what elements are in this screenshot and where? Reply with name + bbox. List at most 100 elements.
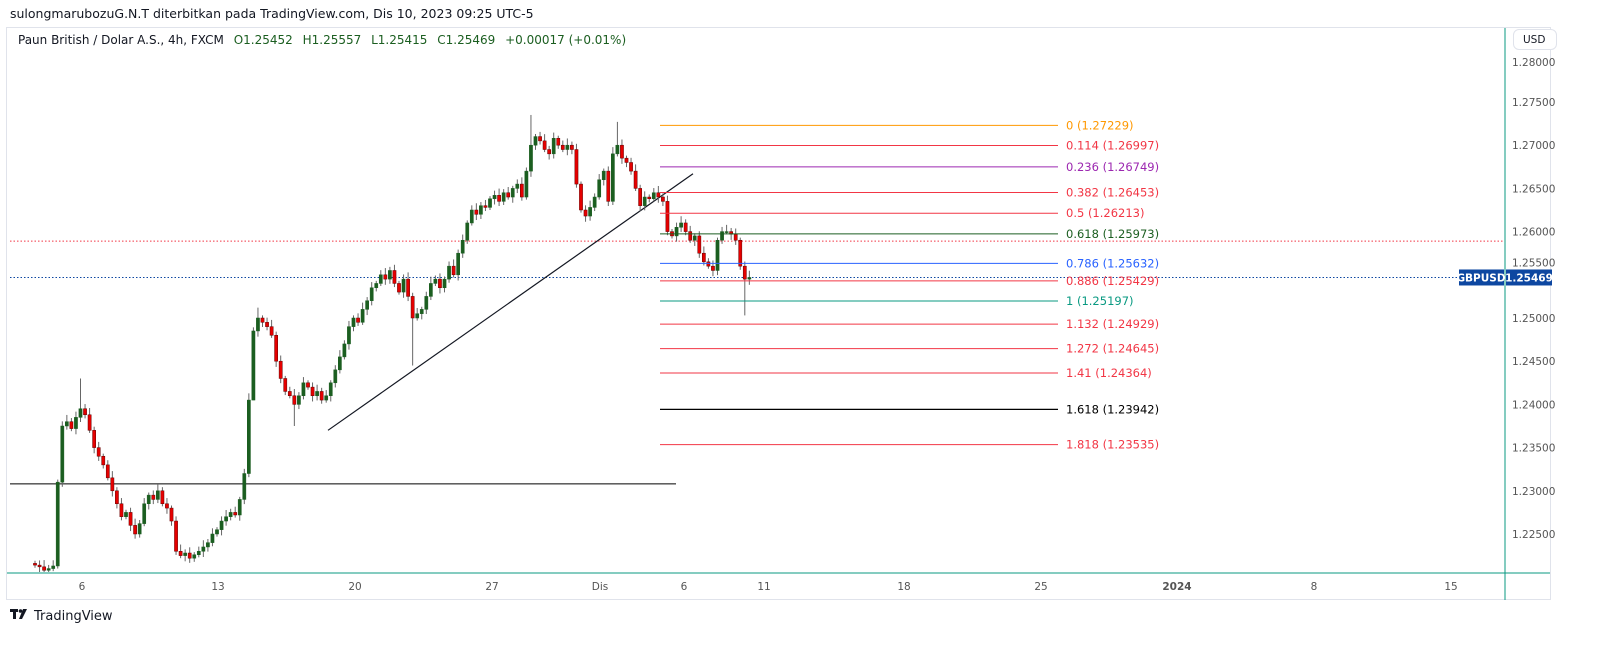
publication-info: sulongmarubozuG.N.T diterbitkan pada Tra… xyxy=(10,6,534,21)
candle-body xyxy=(356,317,360,323)
candle-up xyxy=(196,546,201,558)
candle-down xyxy=(287,386,292,399)
candle-body xyxy=(74,417,78,429)
candle-up xyxy=(651,188,656,202)
candle-down xyxy=(174,516,178,555)
fib-level-label: 1.818 (1.23535) xyxy=(1066,438,1159,452)
candle-body xyxy=(388,270,392,280)
candle-down xyxy=(160,487,165,507)
candle-down xyxy=(115,487,119,509)
candle-up xyxy=(442,276,447,293)
time-tick-label: 25 xyxy=(1034,581,1047,593)
candle-down xyxy=(542,134,547,153)
candle-down xyxy=(620,139,624,164)
candle-body xyxy=(601,170,606,181)
candle-body xyxy=(570,144,574,150)
candle-body xyxy=(378,274,383,284)
chart-frame xyxy=(6,27,1551,600)
candle-down xyxy=(661,193,665,207)
candle-body xyxy=(160,490,165,505)
time-tick-label: 8 xyxy=(1311,581,1318,593)
candle-body xyxy=(124,512,128,517)
time-tick-label: 2024 xyxy=(1162,581,1191,593)
last-price-tag: 1.25469 xyxy=(1505,269,1553,286)
candle-up xyxy=(338,350,342,374)
candle-up xyxy=(142,498,147,527)
candle-down xyxy=(269,319,274,338)
candle-body xyxy=(242,473,247,500)
candle-up xyxy=(210,528,215,547)
candle-body xyxy=(247,399,251,474)
candle-body xyxy=(460,239,465,254)
candle-body xyxy=(51,565,56,569)
ohlc-high: H1.25557 xyxy=(302,33,362,47)
candle-up xyxy=(342,340,347,360)
candle-up xyxy=(137,520,142,538)
candle-body xyxy=(574,149,579,185)
candle-body xyxy=(488,198,492,208)
candle-down xyxy=(633,164,638,191)
candle-up xyxy=(588,200,592,221)
symbol-tag: GBPUSD xyxy=(1456,269,1506,286)
candle-body xyxy=(146,494,151,505)
currency-button[interactable]: USD xyxy=(1513,29,1557,50)
trendline xyxy=(327,173,694,431)
fib-level-label: 1.618 (1.23942) xyxy=(1066,402,1159,416)
candle-down xyxy=(683,219,688,236)
candle-body xyxy=(46,568,51,571)
candle-down xyxy=(702,246,706,266)
tradingview-brand[interactable]: TradingView xyxy=(10,608,113,624)
candle-body xyxy=(438,278,442,289)
candle-down xyxy=(87,408,92,433)
fib-level-label: 0 (1.27229) xyxy=(1066,118,1134,132)
candle-up xyxy=(374,280,379,292)
candle-up xyxy=(460,234,465,258)
time-axis[interactable]: 6 13 20 27 Dis 6 11 18 25 2024 8 15 xyxy=(79,581,1458,593)
candle-down xyxy=(738,237,743,270)
candle-body xyxy=(101,455,106,466)
price-tick-label: 1.26500 xyxy=(1512,183,1555,195)
candle-up xyxy=(78,378,83,423)
candle-up xyxy=(501,189,506,205)
candle-up xyxy=(315,384,319,401)
candle-up xyxy=(679,216,683,232)
candle-up xyxy=(360,302,365,325)
candle-body xyxy=(315,391,319,397)
candle-down xyxy=(119,498,124,521)
candle-up xyxy=(692,233,697,246)
price-axis[interactable]: 1.28000 1.27500 1.27000 1.26500 1.26000 1.255… xyxy=(1512,57,1555,541)
candle-down xyxy=(69,418,74,432)
candle-body xyxy=(492,195,497,200)
candle-up xyxy=(256,307,260,337)
price-tick-label: 1.27500 xyxy=(1512,97,1555,109)
svg-text:GBPUSD: GBPUSD xyxy=(1456,272,1505,284)
candle-down xyxy=(483,199,488,212)
candle-body xyxy=(661,196,665,202)
candle-body xyxy=(142,503,147,524)
time-tick-label: 18 xyxy=(897,581,910,593)
candle-up xyxy=(529,114,533,177)
candle-body xyxy=(128,512,133,526)
candle-down xyxy=(274,331,278,367)
candle-up xyxy=(60,421,65,487)
candle-body xyxy=(406,278,410,297)
candle-up xyxy=(611,147,615,205)
candle-body xyxy=(401,278,406,293)
candle-down xyxy=(306,380,310,390)
candle-up xyxy=(369,282,374,306)
candle-body xyxy=(228,512,233,517)
candle-body xyxy=(178,551,183,556)
candle-body xyxy=(37,564,42,568)
candle-up xyxy=(156,484,160,504)
fibonacci-retracement[interactable]: 0 (1.27229) 0.114 (1.26997) 0.236 (1.26749… xyxy=(660,118,1159,452)
candle-body xyxy=(237,499,242,516)
candle-body xyxy=(474,209,479,215)
symbol-legend[interactable]: Paun British / Dolar A.S., 4h, FXCM O1.2… xyxy=(18,33,626,47)
candle-body xyxy=(497,195,501,202)
candle-up xyxy=(51,560,56,572)
price-tick-label: 1.27000 xyxy=(1512,140,1555,152)
candle-up xyxy=(206,539,210,552)
candle-body xyxy=(588,207,592,217)
candle-down xyxy=(37,560,42,572)
